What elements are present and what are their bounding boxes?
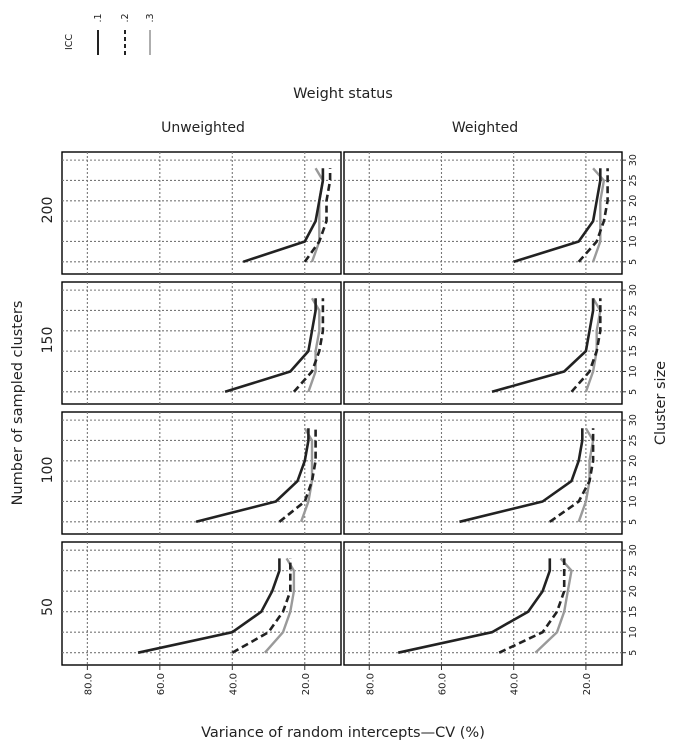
series-line-icc-1 <box>242 168 325 264</box>
strip-weighted: Weighted <box>452 120 518 136</box>
x-tick-label: 80.0 <box>83 673 94 695</box>
legend: ICC .1 .2 .3 <box>64 13 156 55</box>
strip-unweighted: Unweighted <box>161 120 245 136</box>
cluster-size-tick-label: 5 <box>628 519 639 525</box>
panel-unweighted-50 <box>61 541 342 666</box>
x-tick-label: 20.0 <box>301 673 312 695</box>
series-line-icc-3 <box>534 557 573 654</box>
panel-frame <box>343 411 623 535</box>
x-tick-label: 40.0 <box>510 673 521 695</box>
cluster-size-tick-label: 25 <box>628 565 639 577</box>
y-ticks-layer: 5 10 15 20 25 30 5 10 15 20 25 30 5 10 15 20 25 30 5 10 15 20… <box>622 154 639 656</box>
x-tick-label: 60.0 <box>156 673 167 695</box>
cluster-size-tick-label: 30 <box>628 414 639 426</box>
series-line-icc-2 <box>292 298 325 393</box>
series-line-icc-3 <box>264 557 296 654</box>
series-line-icc-1 <box>459 428 584 524</box>
cluster-size-tick-label: 30 <box>628 544 639 556</box>
series-line-icc-1 <box>195 428 310 524</box>
cluster-size-tick-label: 15 <box>628 215 639 227</box>
x-ticks-layer: 80.0 60.0 40.0 20.0 80.0 60.0 40.0 20.0 <box>83 665 593 695</box>
series-line-icc-1 <box>513 168 602 264</box>
cluster-size-tick-label: 15 <box>628 475 639 487</box>
cluster-size-tick-label: 10 <box>628 626 639 638</box>
x-tick-label: 60.0 <box>437 673 448 695</box>
panel-frame <box>61 411 342 535</box>
panel-frame <box>61 541 342 666</box>
cluster-size-tick-label: 5 <box>628 389 639 395</box>
cluster-size-tick-label: 15 <box>628 345 639 357</box>
panel-frame <box>61 281 342 405</box>
cluster-size-tick-label: 30 <box>628 284 639 296</box>
legend-label-2: .2 <box>120 13 131 22</box>
x-tick-label: 40.0 <box>228 673 239 695</box>
legend-label-1: .1 <box>93 13 104 22</box>
series-line-icc-3 <box>307 297 321 393</box>
series-line-icc-2 <box>549 428 595 523</box>
x-tick-label: 80.0 <box>365 673 376 695</box>
panel-unweighted-100 <box>61 411 342 535</box>
cluster-size-tick-label: 25 <box>628 174 639 186</box>
x-tick-label: 20.0 <box>582 673 593 695</box>
strip-row-200: 200 <box>40 197 56 224</box>
legend-title: ICC <box>64 34 75 50</box>
series-line-icc-2 <box>498 558 566 654</box>
cluster-size-tick-label: 20 <box>628 195 639 207</box>
series-line-icc-3 <box>591 167 606 263</box>
panel-unweighted-200 <box>61 151 342 275</box>
cluster-size-tick-label: 20 <box>628 585 639 597</box>
panel-unweighted-150 <box>61 281 342 405</box>
series-line-icc-2 <box>303 168 332 263</box>
cluster-size-tick-label: 5 <box>628 650 639 656</box>
x-axis-label: Variance of random intercepts—CV (%) <box>201 725 485 741</box>
cluster-size-tick-label: 20 <box>628 325 639 337</box>
strip-row-150: 150 <box>40 327 56 354</box>
cluster-size-tick-label: 10 <box>628 365 639 377</box>
series-line-icc-1 <box>397 558 552 654</box>
panel-frame <box>61 151 342 275</box>
y-axis-label-right: Cluster size <box>653 361 669 445</box>
series-line-icc-2 <box>231 558 292 654</box>
strip-row-100: 100 <box>40 457 56 484</box>
series-line-icc-1 <box>137 558 281 654</box>
cluster-size-tick-label: 10 <box>628 495 639 507</box>
cluster-size-tick-label: 20 <box>628 455 639 467</box>
y-axis-label-left: Number of sampled clusters <box>10 301 26 506</box>
cluster-size-tick-label: 25 <box>628 304 639 316</box>
panel-weighted-50 <box>343 541 623 666</box>
series-line-icc-3 <box>299 427 314 523</box>
legend-label-3: .3 <box>145 13 156 22</box>
series-line-icc-2 <box>278 428 317 523</box>
cluster-size-tick-label: 15 <box>628 606 639 618</box>
panel-weighted-100 <box>343 411 623 535</box>
panel-frame <box>343 281 623 405</box>
panel-weighted-200 <box>343 151 623 275</box>
series-line-icc-2 <box>570 298 602 393</box>
panel-frame <box>343 541 623 666</box>
cluster-size-tick-label: 5 <box>628 259 639 265</box>
panel-frame <box>343 151 623 275</box>
series-line-icc-1 <box>224 298 317 394</box>
series-line-icc-1 <box>491 298 595 394</box>
cluster-size-tick-label: 30 <box>628 154 639 166</box>
cluster-size-tick-label: 25 <box>628 434 639 446</box>
strip-row-50: 50 <box>40 598 56 616</box>
chart-title: Weight status <box>293 86 393 102</box>
panels-layer <box>61 151 623 666</box>
panel-weighted-150 <box>343 281 623 405</box>
series-line-icc-2 <box>577 168 609 263</box>
cluster-size-tick-label: 10 <box>628 235 639 247</box>
